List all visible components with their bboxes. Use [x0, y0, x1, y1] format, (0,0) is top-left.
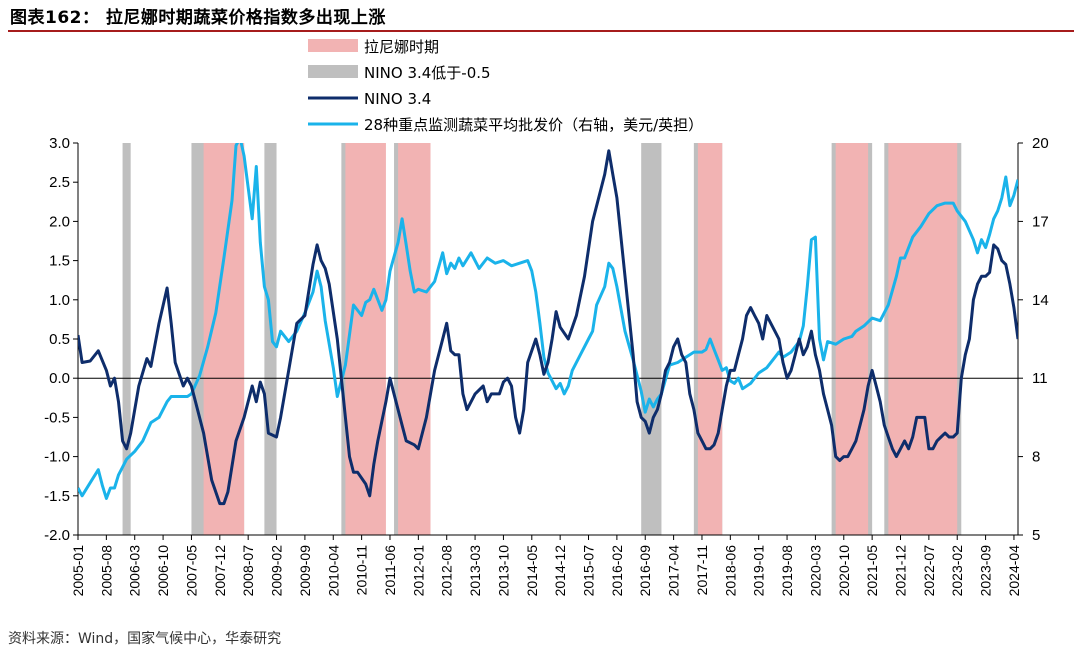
legend-nino-low-label: NINO 3.4低于-0.5 — [364, 64, 491, 82]
y-tick-label: -0.5 — [44, 409, 70, 426]
x-tick-label: 2006-10 — [155, 545, 171, 597]
figure-title: 图表162： 拉尼娜时期蔬菜价格指数多出现上涨 — [10, 8, 386, 28]
axes-layer: -2.0 -1.5 -1.0 -0.5 0.0 0.5 1.0 1.5 2.0 2.5 3.0 5 8 1… — [44, 135, 1049, 596]
x-tick-label: 2009-09 — [297, 545, 313, 597]
y2-tick-label: 20 — [1032, 135, 1049, 152]
x-tick-label: 2012-08 — [439, 545, 455, 597]
y-tick-label: 0.5 — [49, 331, 70, 348]
x-tick-label: 2005-01 — [70, 545, 86, 597]
y2-tick-label: 11 — [1032, 370, 1048, 387]
lanina-band — [398, 143, 431, 535]
y-tick-label: 0.0 — [49, 370, 70, 387]
x-tick-label: 2007-12 — [212, 545, 228, 597]
x-tick-label: 2021-05 — [864, 545, 880, 597]
x-tick-label: 2016-09 — [637, 545, 653, 597]
nino-low-band — [122, 143, 131, 535]
x-tick-label: 2005-08 — [98, 545, 114, 597]
x-tick-label: 2009-02 — [269, 545, 285, 597]
y-tick-label: -1.5 — [44, 488, 70, 505]
nino-low-band — [264, 143, 277, 535]
y2-tick-label: 17 — [1032, 213, 1049, 230]
x-tick-label: 2019-01 — [751, 545, 767, 597]
legend-nino-low-swatch — [308, 65, 358, 78]
veg-price-line — [78, 143, 1018, 500]
y2-tick-label: 14 — [1032, 292, 1049, 309]
x-tick-label: 2019-08 — [779, 545, 795, 597]
x-tick-label: 2014-12 — [552, 545, 568, 597]
x-tick-label: 2016-02 — [609, 545, 625, 597]
nino-line — [78, 149, 1018, 506]
source-note: 资料来源：Wind，国家气候中心，华泰研究 — [8, 631, 282, 647]
x-tick-label: 2007-05 — [183, 545, 199, 597]
x-tick-label: 2011-06 — [382, 545, 398, 596]
legend: 拉尼娜时期 NINO 3.4低于-0.5 NINO 3.4 28种重点监测蔬菜平均批发… — [308, 38, 703, 134]
legend-nino-label: NINO 3.4 — [364, 90, 431, 108]
y2-tick-label: 5 — [1032, 527, 1040, 544]
x-tick-label: 2024-04 — [1006, 545, 1022, 597]
y2-tick-label: 8 — [1032, 449, 1040, 466]
x-tick-label: 2008-07 — [240, 545, 256, 597]
series-layer — [78, 143, 1018, 506]
x-tick-label: 2023-02 — [949, 545, 965, 597]
x-tick-label: 2006-03 — [127, 545, 143, 597]
title-rule — [8, 30, 1074, 32]
x-tick-label: 2017-04 — [666, 545, 682, 597]
x-tick-label: 2010-04 — [325, 545, 341, 597]
x-tick-label: 2010-11 — [354, 545, 370, 596]
x-tick-label: 2023-09 — [978, 545, 994, 597]
y-tick-label: 2.5 — [49, 174, 70, 191]
y-tick-label: -2.0 — [44, 527, 70, 544]
x-tick-label: 2014-05 — [524, 545, 540, 597]
y-tick-label: 1.0 — [49, 292, 70, 309]
nino-low-band — [641, 143, 662, 535]
y-tick-label: -1.0 — [44, 449, 70, 466]
legend-lanina-swatch — [308, 39, 358, 52]
y-tick-label: 2.0 — [49, 213, 70, 230]
x-tick-label: 2022-07 — [921, 545, 937, 597]
x-tick-label: 2020-03 — [807, 545, 823, 597]
x-tick-label: 2020-10 — [836, 545, 852, 597]
x-tick-label: 2017-11 — [694, 545, 710, 596]
x-tick-label: 2018-06 — [722, 545, 738, 597]
x-tick-label: 2021-12 — [893, 545, 909, 597]
lanina-band — [345, 143, 386, 535]
y-tick-label: 3.0 — [49, 135, 70, 152]
y-tick-label: 1.5 — [49, 253, 70, 270]
x-tick-label: 2013-03 — [467, 545, 483, 597]
x-tick-label: 2013-10 — [495, 545, 511, 597]
legend-lanina-label: 拉尼娜时期 — [364, 38, 439, 56]
x-tick-label: 2012-01 — [410, 545, 426, 597]
lanina-band — [888, 143, 958, 535]
x-tick-label: 2015-07 — [581, 545, 597, 597]
lanina-band — [835, 143, 869, 535]
legend-veg-price-label: 28种重点监测蔬菜平均批发价（右轴，美元/英担） — [364, 116, 703, 134]
